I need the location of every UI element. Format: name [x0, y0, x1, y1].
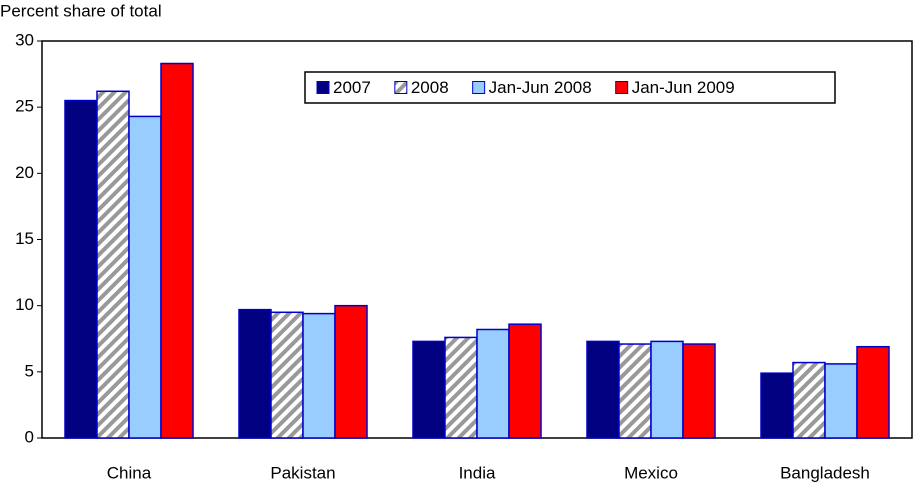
y-tick-label: 10 [15, 295, 34, 314]
x-tick-label: Bangladesh [780, 463, 870, 482]
y-tick-label: 5 [25, 361, 34, 380]
x-tick-label: Mexico [624, 463, 678, 482]
y-tick-label: 25 [15, 97, 34, 116]
y-tick-label: 15 [15, 229, 34, 248]
bar [792, 361, 826, 439]
bar [64, 99, 98, 439]
legend-label: Jan-Jun 2008 [489, 78, 592, 97]
legend-label: 2007 [333, 78, 371, 97]
legend-label: Jan-Jun 2009 [632, 78, 735, 97]
x-tick-label: Pakistan [270, 463, 335, 482]
bar [682, 343, 716, 439]
bar [270, 311, 304, 439]
legend-swatch [394, 81, 408, 94]
y-tick-label: 0 [25, 427, 34, 446]
legend-label: 2008 [411, 78, 449, 97]
bar [334, 304, 368, 439]
y-axis-label: Percent share of total [0, 1, 162, 20]
x-tick-label: China [107, 463, 152, 482]
x-tick-label: India [459, 463, 496, 482]
bar [824, 363, 858, 439]
bar [128, 115, 162, 439]
bar [856, 345, 890, 439]
bar [508, 323, 542, 439]
bar [760, 372, 794, 439]
bar [650, 340, 684, 439]
y-tick-label: 30 [15, 30, 34, 49]
bar [444, 336, 478, 439]
bar [586, 340, 620, 439]
bar [302, 312, 336, 439]
legend-box [304, 71, 836, 104]
bar [618, 343, 652, 439]
legend-swatch [472, 81, 486, 94]
bar [238, 308, 272, 439]
bar [412, 340, 446, 439]
legend-swatch [615, 81, 629, 94]
y-tick-label: 20 [15, 163, 34, 182]
bar [476, 328, 510, 439]
legend-swatch [316, 81, 330, 94]
bar [96, 90, 130, 439]
bar [160, 62, 194, 439]
